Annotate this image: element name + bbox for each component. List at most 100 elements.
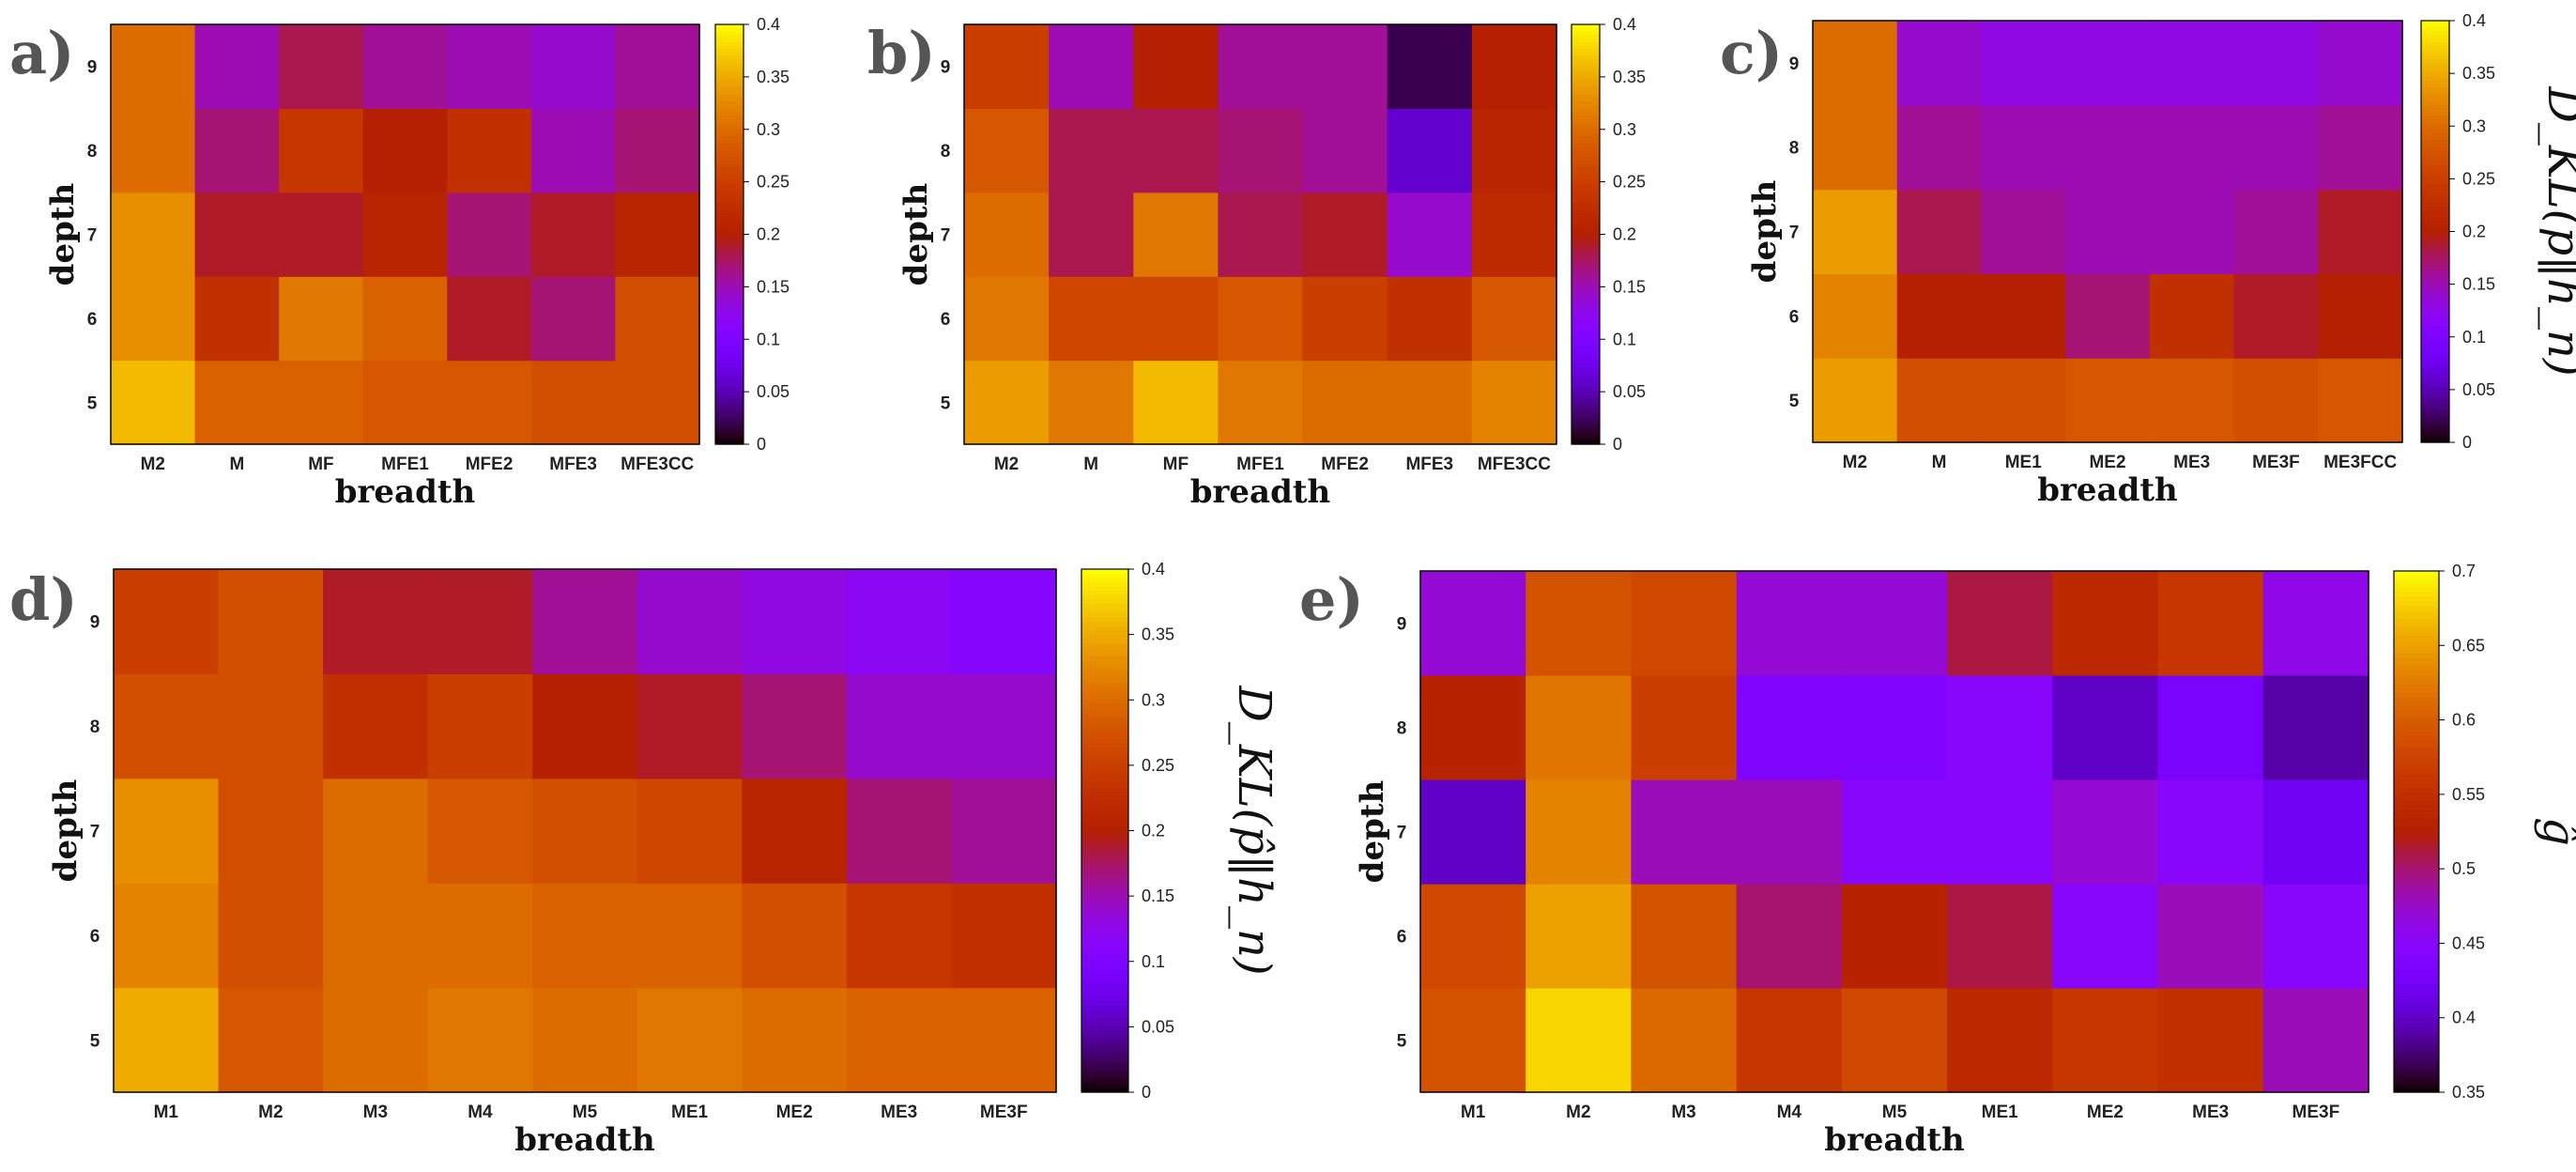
colorbar-segment bbox=[2394, 831, 2439, 837]
colorbar-segment bbox=[2421, 270, 2449, 274]
colorbar-segment bbox=[1572, 69, 1600, 74]
heatmap-cell bbox=[2052, 571, 2159, 676]
colorbar-tick-label: 0.2 bbox=[1613, 225, 1636, 244]
colorbar-segment bbox=[715, 27, 744, 33]
colorbar-segment bbox=[1081, 1018, 1128, 1024]
x-tick-label: M4 bbox=[468, 1103, 493, 1122]
heatmap-cell bbox=[1526, 675, 1633, 780]
colorbar-segment bbox=[2394, 836, 2439, 841]
x-tick-label: MFE2 bbox=[466, 455, 514, 474]
colorbar-segment bbox=[2394, 631, 2439, 637]
colorbar-segment bbox=[1081, 660, 1128, 666]
heatmap-cell bbox=[2262, 675, 2369, 780]
x-tick-label: ME1 bbox=[671, 1103, 709, 1122]
colorbar-segment bbox=[1081, 1022, 1128, 1027]
colorbar-segment bbox=[2394, 1005, 2439, 1010]
colorbar-segment bbox=[1081, 690, 1128, 697]
heatmap-cell bbox=[194, 192, 280, 277]
colorbar-segment bbox=[715, 234, 744, 239]
colorbar-segment bbox=[2421, 104, 2449, 110]
colorbar-segment bbox=[1572, 164, 1600, 169]
colorbar-segment bbox=[2394, 896, 2439, 902]
x-tick-label: MFE1 bbox=[381, 455, 429, 474]
colorbar-segment bbox=[1572, 234, 1600, 239]
heatmap-cell bbox=[1736, 675, 1843, 780]
heatmap-cell bbox=[1813, 273, 1898, 359]
colorbar-segment bbox=[1572, 206, 1600, 211]
colorbar-segment bbox=[1572, 315, 1600, 319]
colorbar-segment bbox=[2421, 84, 2449, 88]
colorbar-segment bbox=[1081, 1031, 1128, 1037]
colorbar-segment bbox=[2394, 714, 2439, 719]
colorbar-segment bbox=[2421, 421, 2449, 425]
colorbar-segment bbox=[715, 76, 744, 82]
heatmap-cell bbox=[1471, 192, 1557, 277]
heatmap-cell bbox=[1813, 189, 1898, 274]
colorbar-segment bbox=[1081, 1056, 1128, 1063]
y-tick-label: 6 bbox=[87, 310, 98, 330]
heatmap-cell bbox=[427, 883, 533, 989]
colorbar-segment bbox=[2394, 853, 2439, 858]
colorbar-segment bbox=[1572, 307, 1600, 313]
colorbar-segment bbox=[1081, 809, 1128, 814]
colorbar-segment bbox=[715, 69, 744, 74]
colorbar-segment bbox=[1572, 406, 1600, 410]
colorbar-segment bbox=[1081, 778, 1128, 784]
heatmap-cell bbox=[1631, 779, 1738, 885]
colorbar-segment bbox=[2421, 193, 2449, 197]
heatmap-cell bbox=[1420, 988, 1526, 1093]
panel-label: d) bbox=[9, 565, 78, 634]
colorbar-segment bbox=[2394, 748, 2439, 754]
colorbar-segment bbox=[715, 41, 744, 46]
colorbar-segment bbox=[2394, 975, 2439, 980]
colorbar-segment bbox=[715, 258, 744, 263]
colorbar-segment bbox=[2394, 879, 2439, 885]
heatmap-cell bbox=[530, 108, 617, 193]
colorbar-segment bbox=[715, 66, 744, 71]
colorbar-segment bbox=[2394, 840, 2439, 845]
colorbar-segment bbox=[1572, 202, 1600, 208]
heatmap-cell bbox=[1049, 108, 1134, 193]
colorbar-segment bbox=[1081, 621, 1128, 626]
colorbar-segment bbox=[715, 153, 744, 159]
x-axis-label: breadth bbox=[335, 473, 476, 511]
heatmap-cell bbox=[2262, 884, 2369, 989]
heatmap-cell bbox=[615, 360, 700, 445]
colorbar-segment bbox=[2421, 316, 2449, 320]
x-tick-label: MFE3CC bbox=[621, 455, 694, 474]
colorbar-segment bbox=[1081, 878, 1128, 884]
colorbar-segment bbox=[2394, 705, 2439, 711]
colorbar-segment bbox=[1572, 167, 1600, 173]
colorbar-segment bbox=[1572, 416, 1600, 421]
colorbar-segment bbox=[1081, 1009, 1128, 1015]
heatmap-cell bbox=[1387, 24, 1473, 109]
x-tick-label: M3 bbox=[363, 1103, 388, 1122]
colorbar-segment bbox=[2421, 378, 2449, 383]
colorbar-segment bbox=[1081, 817, 1128, 823]
colorbar-segment bbox=[1081, 934, 1128, 941]
colorbar-segment bbox=[2421, 266, 2449, 271]
colorbar-segment bbox=[1081, 1000, 1128, 1006]
panel-a bbox=[110, 23, 749, 445]
colorbar-segment bbox=[1572, 62, 1600, 68]
colorbar-segment bbox=[715, 437, 744, 441]
colorbar-segment bbox=[1081, 1070, 1128, 1076]
colorbar-tick-label: 0.2 bbox=[1142, 822, 1165, 840]
y-tick-label: 8 bbox=[941, 142, 951, 162]
colorbar-segment bbox=[715, 84, 744, 88]
colorbar-segment bbox=[2394, 779, 2439, 785]
colorbar-segment bbox=[2421, 143, 2449, 148]
colorbar-tick-label: 0 bbox=[1613, 435, 1622, 454]
colorbar-segment bbox=[1081, 904, 1128, 910]
colorbar-segment bbox=[1572, 55, 1600, 60]
heatmap-cell bbox=[1981, 21, 2066, 106]
x-tick-label: M5 bbox=[573, 1103, 598, 1122]
colorbar-segment bbox=[1081, 865, 1128, 871]
colorbar-segment bbox=[1572, 115, 1600, 120]
colorbar-segment bbox=[2421, 59, 2449, 64]
colorbar-segment bbox=[2394, 710, 2439, 716]
colorbar-segment bbox=[715, 416, 744, 421]
colorbar-segment bbox=[1081, 569, 1128, 575]
colorbar-segment bbox=[1081, 873, 1128, 880]
colorbar-segment bbox=[1572, 293, 1600, 299]
